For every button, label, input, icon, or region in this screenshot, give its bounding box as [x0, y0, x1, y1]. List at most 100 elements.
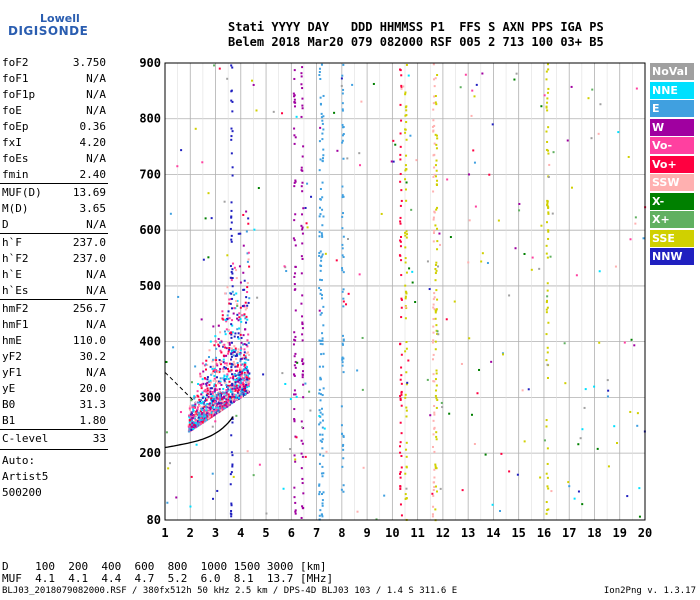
- ionogram-point: [547, 126, 550, 129]
- ionogram-point: [436, 206, 439, 209]
- ionogram-point: [194, 419, 197, 422]
- ionogram-point: [545, 244, 548, 247]
- ionogram-point: [310, 195, 313, 198]
- ionogram-point: [341, 102, 344, 105]
- param-key: h`Es: [2, 284, 29, 297]
- ionogram-point: [406, 381, 409, 384]
- ionogram-point: [546, 282, 549, 285]
- ionogram-point: [202, 401, 205, 404]
- ionogram-point: [232, 354, 235, 357]
- ionogram-point: [210, 415, 213, 418]
- ionogram-point: [294, 393, 297, 396]
- ionogram-point: [237, 378, 240, 381]
- ionogram-point: [191, 410, 194, 413]
- ionogram-point: [293, 275, 296, 278]
- ionogram-point: [283, 265, 286, 268]
- ionogram-point: [405, 63, 408, 66]
- ionogram-point: [301, 232, 304, 235]
- ionogram-point: [320, 297, 323, 300]
- ionogram-point: [231, 454, 234, 457]
- param-row: MUF(D) 13.69: [2, 186, 106, 201]
- ionogram-point: [209, 379, 212, 382]
- ionogram-point: [245, 343, 248, 346]
- ionogram-point: [294, 509, 297, 512]
- ionogram-point: [193, 424, 196, 427]
- ionogram-point: [231, 390, 234, 393]
- ionogram-point: [342, 235, 345, 238]
- ionogram-point: [232, 384, 235, 387]
- ionogram-point: [433, 229, 436, 232]
- plot-frame: [164, 62, 646, 521]
- ionogram-point: [546, 101, 549, 104]
- ionogram-point: [434, 317, 437, 320]
- x-tick-label: 11: [410, 526, 424, 540]
- ionogram-point: [434, 101, 437, 104]
- ionogram-point: [246, 376, 249, 379]
- ionogram-point: [320, 353, 323, 356]
- ionogram-point: [320, 232, 323, 235]
- param-key: yF1: [2, 366, 22, 379]
- auto-text: Auto:: [2, 454, 36, 467]
- ionogram-point: [193, 406, 196, 409]
- ionogram-point: [219, 377, 222, 380]
- ionogram-point: [201, 396, 204, 399]
- ionogram-point: [405, 291, 408, 294]
- axis-ticks: 1 2 3 4 5 6 7 8 9 10 11 12 13 14 15 16 17 18 19 20802003004…: [139, 56, 652, 540]
- ionogram-point: [241, 388, 244, 391]
- ionogram-point: [432, 102, 435, 105]
- ionogram-point: [400, 306, 403, 309]
- ionogram-point: [461, 489, 464, 492]
- ionogram-point: [225, 364, 228, 367]
- ionogram-point: [435, 384, 438, 387]
- ionogram-point: [188, 426, 191, 429]
- ionogram-point: [236, 354, 239, 357]
- ionogram-point: [210, 387, 213, 390]
- ionogram-point: [204, 397, 207, 400]
- ionogram-point: [204, 368, 207, 371]
- y-tick-label: 300: [139, 390, 161, 404]
- ionogram-point: [400, 298, 403, 301]
- ionogram-point: [433, 308, 436, 311]
- ionogram-point: [235, 358, 238, 361]
- ionogram-point: [214, 402, 217, 405]
- ionogram-point: [232, 400, 235, 403]
- ionogram-point: [244, 355, 247, 358]
- y-tick-label: 700: [139, 167, 161, 181]
- ionogram-point: [232, 389, 235, 392]
- ionogram-point: [359, 164, 362, 167]
- ionogram-point: [235, 353, 238, 356]
- param-key: hmE: [2, 334, 22, 347]
- ionogram-point: [226, 318, 229, 321]
- ionogram-point: [293, 181, 296, 184]
- ionogram-point: [361, 388, 364, 391]
- ionogram-point: [222, 358, 225, 361]
- ionogram-point: [222, 405, 225, 408]
- ionogram-point: [400, 274, 403, 277]
- ionogram-point: [246, 345, 249, 348]
- ionogram-point: [294, 512, 297, 515]
- ionogram-point: [240, 320, 243, 323]
- ionogram-point: [196, 425, 199, 428]
- ionogram-point: [197, 401, 200, 404]
- param-key: foF2: [2, 56, 29, 69]
- ionogram-point: [240, 368, 243, 371]
- legend-item: Vo-: [650, 137, 694, 154]
- ionogram-point: [224, 292, 227, 295]
- ionogram-point: [238, 312, 241, 315]
- ionogram-point: [399, 445, 402, 448]
- ionogram-point: [222, 344, 225, 347]
- ionogram-point: [434, 378, 437, 381]
- ionogram-point: [213, 64, 216, 67]
- ionogram-point: [293, 142, 296, 145]
- ionogram-point: [320, 407, 323, 410]
- ionogram-point: [189, 415, 192, 418]
- ionogram-point: [187, 423, 190, 426]
- ionogram-point: [399, 180, 402, 183]
- ionogram-point: [306, 226, 309, 229]
- ionogram-point: [211, 401, 214, 404]
- ionogram-point: [228, 332, 231, 335]
- param-row: yF2 30.2: [2, 350, 106, 365]
- ionogram-point: [546, 91, 549, 94]
- ionogram-point: [319, 292, 322, 295]
- ionogram-point: [215, 361, 218, 364]
